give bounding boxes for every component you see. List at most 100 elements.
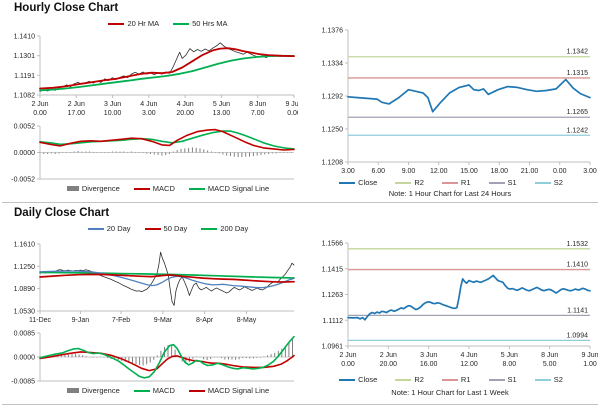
svg-text:3.00: 3.00 — [142, 110, 156, 117]
legend-item: 20 Day — [87, 224, 131, 233]
svg-text:1.00: 1.00 — [583, 361, 597, 368]
svg-text:1.0994: 1.0994 — [567, 332, 589, 339]
line-swatch-icon — [133, 187, 150, 190]
svg-text:8 Jun: 8 Jun — [541, 352, 558, 359]
line-swatch-icon — [339, 378, 356, 381]
legend-label: 20 Day — [106, 224, 131, 233]
svg-text:9 Jun: 9 Jun — [285, 101, 298, 108]
svg-text:20.00: 20.00 — [176, 110, 194, 117]
svg-text:1.1082: 1.1082 — [14, 93, 36, 100]
line-swatch-icon — [488, 181, 505, 184]
line-swatch-icon — [488, 378, 505, 381]
svg-text:1.1342: 1.1342 — [567, 49, 589, 56]
bar-swatch-icon — [66, 186, 79, 191]
legend-label: S1 — [507, 178, 517, 187]
legend-item: 50 Day — [144, 224, 188, 233]
legend-label: Close — [358, 178, 378, 187]
legend-item: 50 Hrs MA — [173, 19, 228, 28]
svg-text:17.00: 17.00 — [68, 110, 86, 117]
daily-chart-title: Daily Close Chart — [14, 207, 110, 219]
svg-text:1.0961: 1.0961 — [322, 344, 344, 351]
svg-text:1.1315: 1.1315 — [567, 70, 589, 77]
line-swatch-icon — [133, 389, 150, 392]
svg-text:1.1265: 1.1265 — [567, 109, 589, 116]
svg-text:1.1292: 1.1292 — [322, 94, 344, 101]
legend-item: R2 — [395, 178, 424, 187]
svg-text:4 Jun: 4 Jun — [140, 101, 157, 108]
legend-label: 200 Day — [220, 224, 249, 233]
svg-text:3.00: 3.00 — [583, 168, 597, 175]
line-swatch-icon — [339, 181, 356, 184]
svg-text:1.1208: 1.1208 — [322, 160, 344, 167]
svg-text:1.1263: 1.1263 — [322, 292, 344, 299]
legend-item: Divergence — [66, 184, 120, 193]
legend-label: MACD — [152, 184, 175, 193]
svg-text:21.00: 21.00 — [521, 168, 539, 175]
daily-chart-note: Note: 1 Hour Chart for Last 1 Week — [391, 388, 509, 397]
hourly-macd-chart: 0.0052 0.0000 -0.0052 — [2, 121, 298, 184]
svg-text:12.00: 12.00 — [430, 168, 448, 175]
svg-text:9-Jan: 9-Jan — [72, 317, 90, 324]
svg-text:0.00: 0.00 — [341, 361, 355, 368]
legend-item: MACD Signal Line — [188, 386, 269, 395]
legend-label: R1 — [460, 178, 471, 187]
hourly-sr-legend: Close R2 R1 S1 S2 — [310, 178, 592, 187]
svg-text:1.1410: 1.1410 — [14, 34, 36, 41]
legend-label: 20 Hr MA — [127, 19, 160, 28]
svg-text:6.00: 6.00 — [371, 168, 385, 175]
svg-text:7-Feb: 7-Feb — [112, 317, 130, 324]
legend-item: R2 — [395, 375, 424, 384]
legend-label: R1 — [460, 375, 471, 384]
svg-text:16.00: 16.00 — [420, 361, 438, 368]
svg-text:8-May: 8-May — [237, 317, 257, 324]
legend-item: 200 Day — [201, 224, 248, 233]
svg-text:5 Jun: 5 Jun — [213, 101, 230, 108]
svg-text:12.00: 12.00 — [460, 361, 478, 368]
daily-price-chart: 1.1610 1.1250 1.0890 1.0530 11-Dec 9-Jan 7-Feb… — [2, 236, 298, 328]
svg-text:3.00: 3.00 — [341, 168, 355, 175]
svg-text:0.0052: 0.0052 — [14, 124, 36, 131]
svg-text:2 Jun: 2 Jun — [31, 101, 48, 108]
legend-label: Divergence — [81, 386, 120, 395]
section-divider — [2, 404, 598, 405]
svg-text:8-Apr: 8-Apr — [196, 317, 214, 324]
svg-text:1.1334: 1.1334 — [322, 61, 344, 68]
legend-label: Divergence — [81, 184, 120, 193]
daily-sr-legend: Close R2 R1 S1 S2 — [310, 375, 592, 384]
line-swatch-icon — [395, 378, 412, 381]
svg-text:0.00: 0.00 — [553, 168, 567, 175]
legend-label: 50 Day — [163, 224, 188, 233]
line-swatch-icon — [534, 181, 551, 184]
line-swatch-icon — [395, 181, 412, 184]
line-swatch-icon — [144, 227, 161, 230]
legend-item: S2 — [534, 375, 563, 384]
line-swatch-icon — [87, 227, 104, 230]
legend-item: Close — [339, 178, 377, 187]
svg-text:3 Jun: 3 Jun — [420, 352, 437, 359]
svg-text:1.1250: 1.1250 — [322, 127, 344, 134]
svg-text:9 Jun: 9 Jun — [581, 352, 598, 359]
svg-text:1.1566: 1.1566 — [322, 241, 344, 248]
legend-label: MACD — [152, 386, 175, 395]
line-swatch-icon — [441, 181, 458, 184]
svg-text:3 Jun: 3 Jun — [104, 101, 121, 108]
legend-label: S2 — [553, 375, 563, 384]
legend-item: R1 — [441, 375, 471, 384]
svg-text:5.00: 5.00 — [543, 361, 557, 368]
hourly-macd-legend: Divergence MACD MACD Signal Line — [40, 184, 296, 193]
section-divider — [2, 202, 598, 203]
svg-text:1.1250: 1.1250 — [14, 264, 36, 271]
svg-text:1.1301: 1.1301 — [14, 53, 36, 60]
legend-item: S1 — [488, 178, 517, 187]
svg-text:-0.0085: -0.0085 — [11, 379, 35, 386]
hourly-support-resistance-chart: 1.1376 1.1334 1.1292 1.1250 1.1208 3.00 6.00 9.… — [302, 22, 598, 178]
svg-text:1.1415: 1.1415 — [322, 266, 344, 273]
svg-text:10.00: 10.00 — [104, 110, 122, 117]
line-swatch-icon — [188, 187, 205, 190]
svg-text:1.1112: 1.1112 — [323, 318, 343, 325]
svg-text:0.0085: 0.0085 — [14, 331, 36, 338]
daily-price-legend: 20 Day 50 Day 200 Day — [40, 224, 296, 233]
svg-text:0.00: 0.00 — [33, 110, 47, 117]
svg-text:2 Jun: 2 Jun — [380, 352, 397, 359]
legend-item: MACD — [133, 386, 175, 395]
